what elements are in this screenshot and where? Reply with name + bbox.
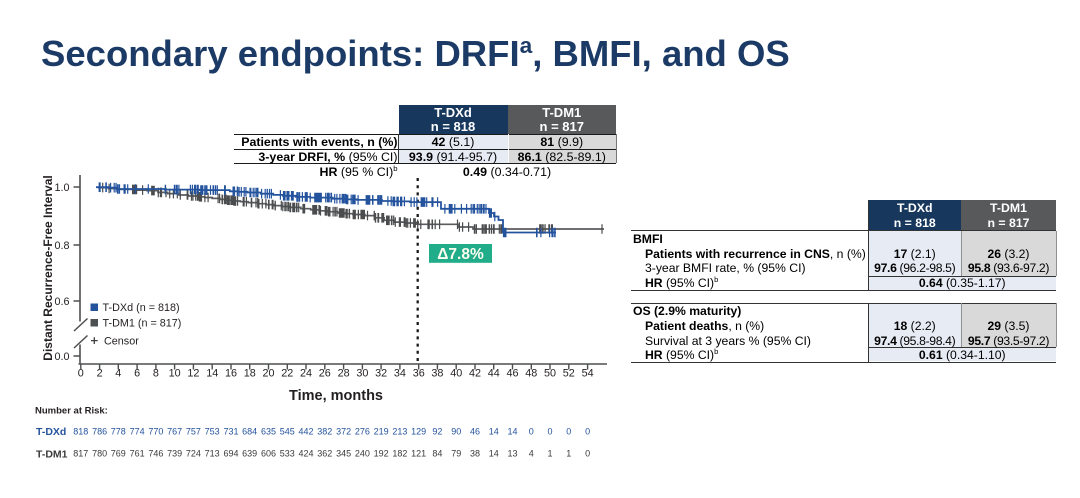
svg-text:684: 684 [242,427,257,437]
svg-text:533: 533 [280,449,295,459]
svg-text:T-DM1: T-DM1 [36,448,68,460]
svg-text:818: 818 [73,427,88,437]
svg-text:0: 0 [78,368,84,380]
svg-text:52: 52 [563,368,575,380]
svg-text:780: 780 [92,449,107,459]
svg-text:739: 739 [167,449,182,459]
svg-text:84: 84 [432,449,442,459]
svg-text:2: 2 [97,368,103,380]
svg-text:0: 0 [529,427,534,437]
svg-text:746: 746 [148,449,163,459]
svg-text:34: 34 [394,368,406,380]
svg-text:46: 46 [506,368,518,380]
svg-text:50: 50 [544,368,556,380]
svg-text:213: 213 [392,427,407,437]
svg-text:219: 219 [374,427,389,437]
svg-text:0: 0 [585,427,590,437]
svg-text:276: 276 [355,427,370,437]
svg-text:731: 731 [223,427,238,437]
svg-text:10: 10 [169,368,181,380]
svg-text:770: 770 [148,427,163,437]
svg-text:Number at Risk:: Number at Risk: [35,406,108,417]
svg-text:12: 12 [187,368,199,380]
svg-text:Distant Recurrence-Free Interv: Distant Recurrence-Free Interval [41,175,55,360]
svg-text:18: 18 [244,368,256,380]
svg-text:T-DM1 (n = 817): T-DM1 (n = 817) [103,318,182,330]
svg-text:639: 639 [242,449,257,459]
svg-text:0.8: 0.8 [54,240,69,252]
svg-text:92: 92 [432,427,442,437]
svg-text:4: 4 [529,449,534,459]
svg-text:38: 38 [470,449,480,459]
svg-text:8: 8 [153,368,159,380]
svg-text:32: 32 [375,368,387,380]
svg-text:28: 28 [338,368,350,380]
svg-text:757: 757 [186,427,201,437]
svg-text:240: 240 [355,449,370,459]
svg-text:Censor: Censor [104,335,139,347]
svg-text:753: 753 [205,427,220,437]
svg-text:724: 724 [186,449,201,459]
svg-text:192: 192 [374,449,389,459]
svg-text:0: 0 [547,427,552,437]
svg-text:44: 44 [488,368,500,380]
svg-text:26: 26 [319,368,331,380]
svg-text:382: 382 [317,427,332,437]
svg-text:14: 14 [489,427,499,437]
svg-text:769: 769 [111,449,126,459]
svg-text:20: 20 [262,368,274,380]
svg-text:90: 90 [451,427,461,437]
svg-text:694: 694 [223,449,238,459]
svg-text:121: 121 [411,449,426,459]
svg-text:14: 14 [206,368,218,380]
svg-text:362: 362 [317,449,332,459]
svg-text:713: 713 [205,449,220,459]
svg-text:38: 38 [431,368,443,380]
svg-text:14: 14 [489,449,499,459]
svg-text:761: 761 [130,449,145,459]
svg-text:635: 635 [261,427,276,437]
svg-text:T-DXd (n = 818): T-DXd (n = 818) [103,302,180,314]
svg-text:42: 42 [469,368,481,380]
svg-text:1.0: 1.0 [54,182,69,194]
svg-text:372: 372 [336,427,351,437]
svg-text:345: 345 [336,449,351,459]
svg-text:129: 129 [411,427,426,437]
svg-text:0.6: 0.6 [54,296,69,308]
svg-text:30: 30 [356,368,368,380]
svg-text:545: 545 [280,427,295,437]
svg-text:0.0: 0.0 [54,351,69,363]
svg-text:6: 6 [134,368,140,380]
svg-text:16: 16 [225,368,237,380]
svg-text:778: 778 [111,427,126,437]
svg-text:1: 1 [547,449,552,459]
svg-text:182: 182 [392,449,407,459]
svg-text:13: 13 [507,449,517,459]
svg-text:0: 0 [566,427,571,437]
svg-text:424: 424 [298,449,313,459]
svg-text:46: 46 [470,427,480,437]
svg-text:4: 4 [115,368,121,380]
svg-text:Time, months: Time, months [289,388,383,404]
svg-text:36: 36 [413,368,425,380]
svg-text:442: 442 [298,427,313,437]
svg-text:606: 606 [261,449,276,459]
svg-text:817: 817 [73,449,88,459]
svg-text:54: 54 [582,368,594,380]
svg-text:0: 0 [585,449,590,459]
svg-text:Δ7.8%: Δ7.8% [437,246,484,263]
svg-text:79: 79 [451,449,461,459]
svg-text:767: 767 [167,427,182,437]
svg-text:24: 24 [300,368,312,380]
svg-text:786: 786 [92,427,107,437]
svg-text:774: 774 [130,427,145,437]
svg-text:22: 22 [281,368,293,380]
svg-text:48: 48 [525,368,537,380]
svg-text:40: 40 [450,368,462,380]
svg-text:T-DXd: T-DXd [36,426,66,438]
svg-text:14: 14 [507,427,517,437]
svg-text:1: 1 [566,449,571,459]
